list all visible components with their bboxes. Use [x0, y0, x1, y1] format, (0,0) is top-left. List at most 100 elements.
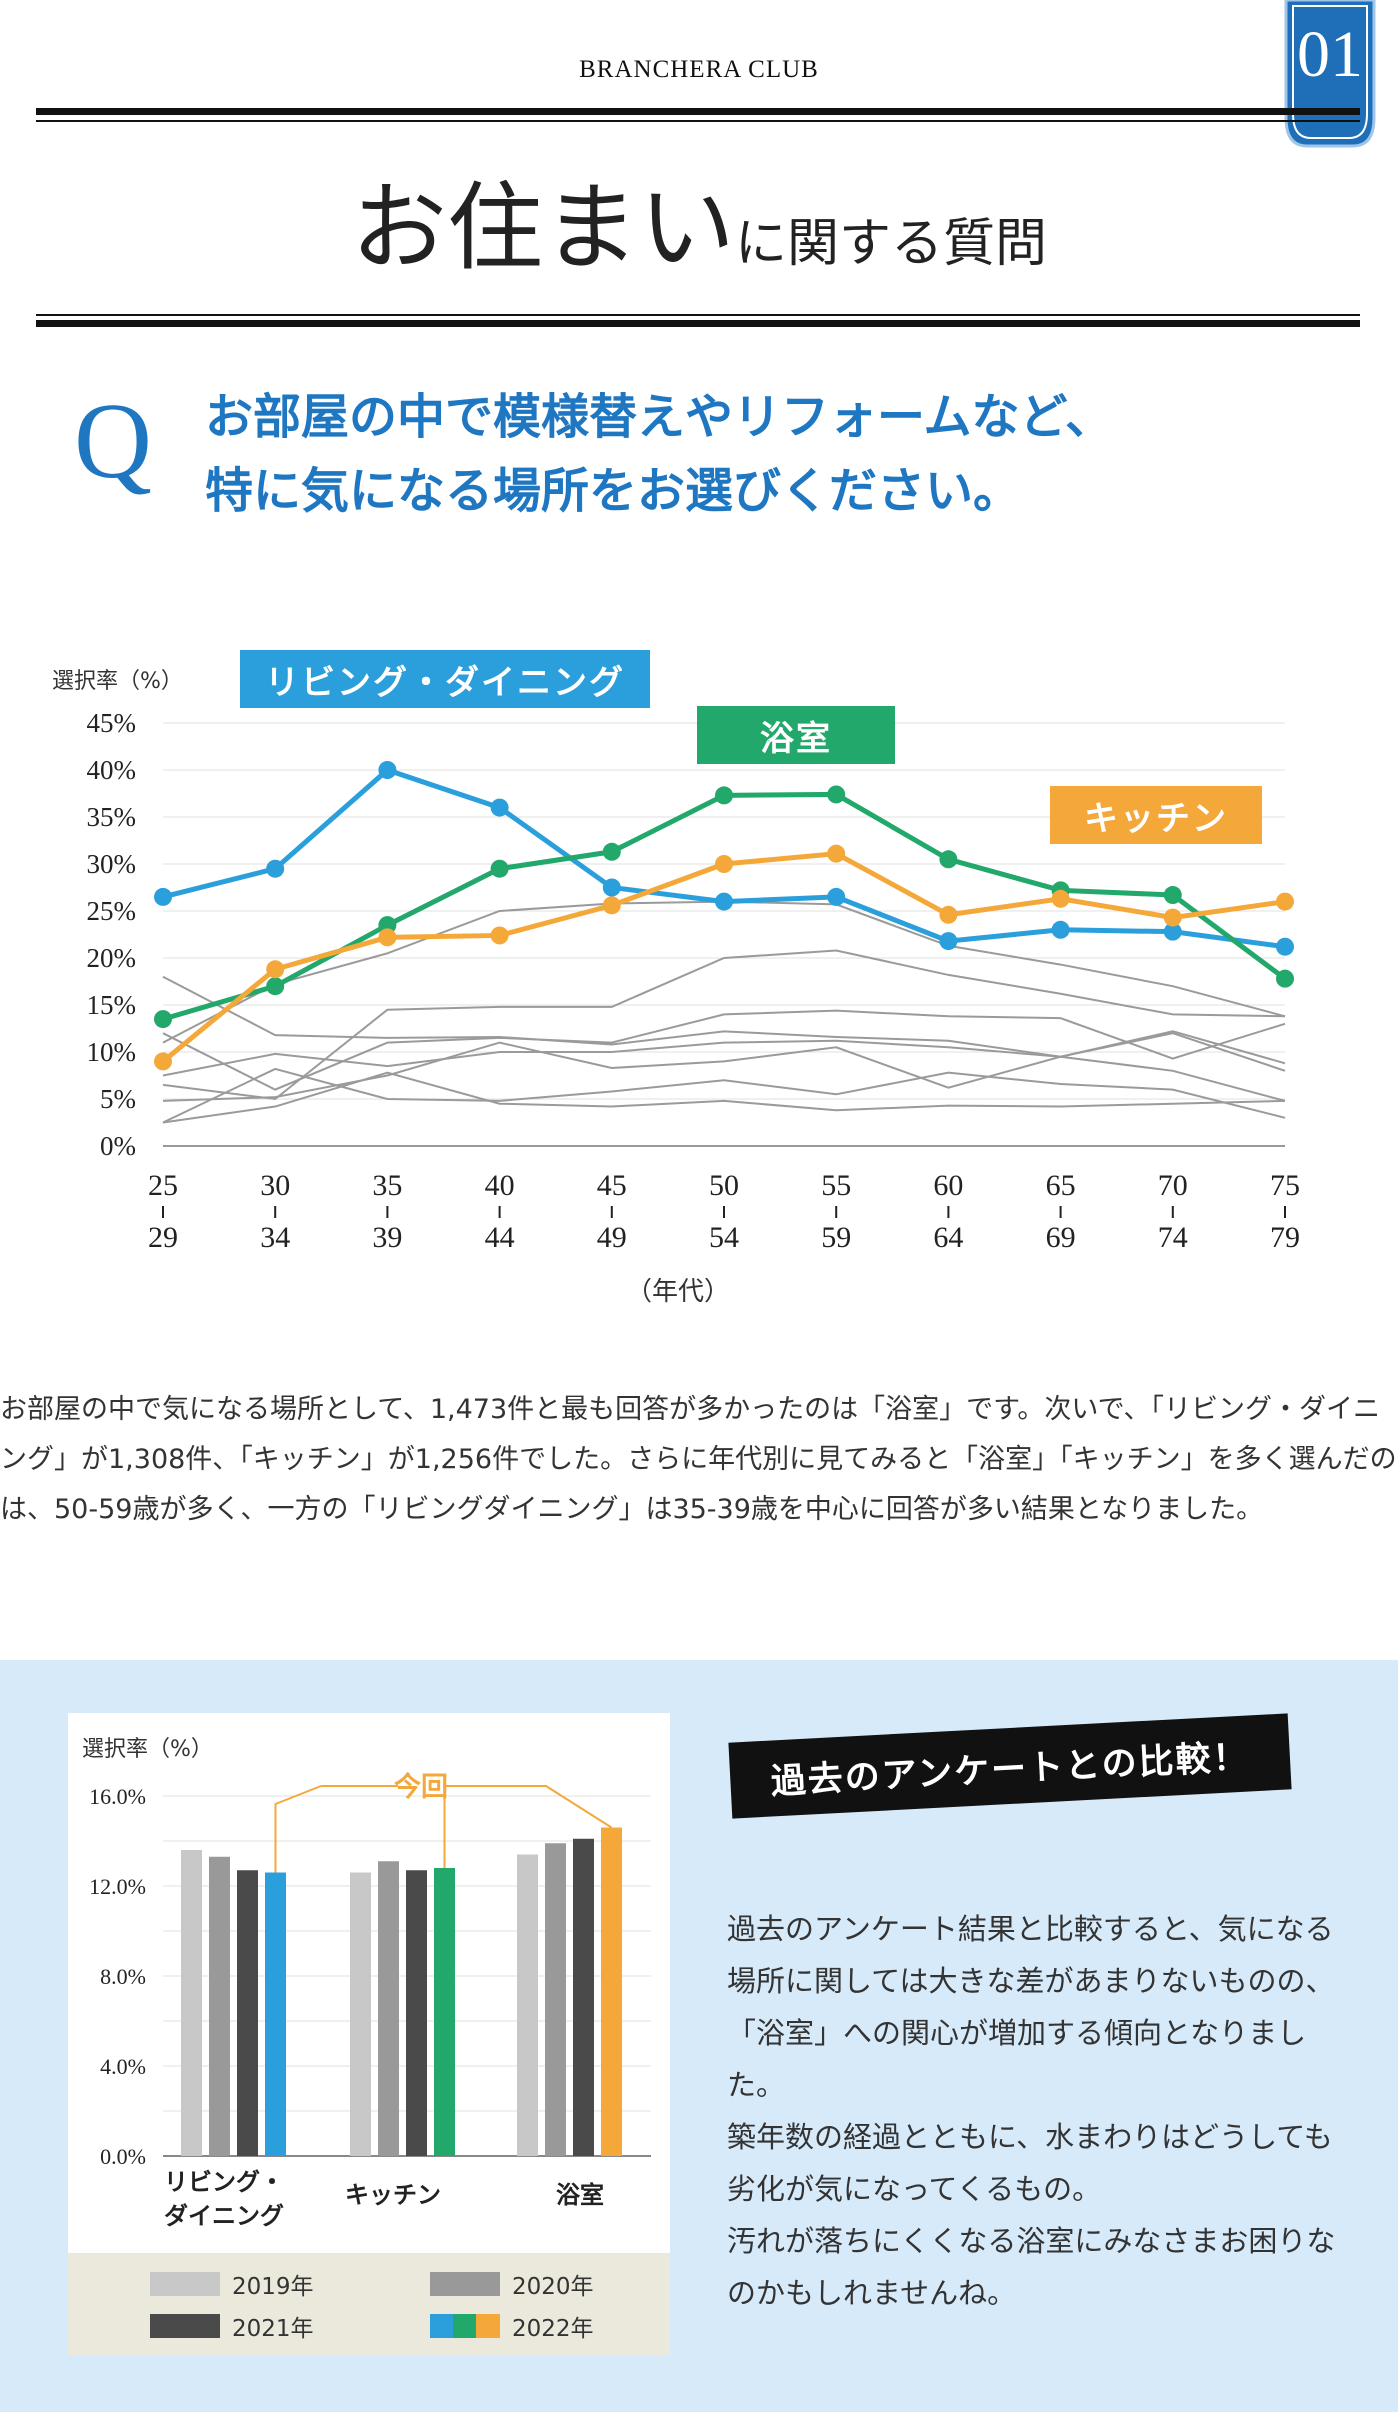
other-series-lines: [162, 900, 1286, 1124]
line-chart-ylabel: 選択率（%）: [52, 669, 183, 694]
comparison-paragraph-2: 築年数の経過とともに、水まわりはどうしても劣化が気になってくるもの。: [727, 2120, 1333, 2206]
issue-number: 01: [1297, 18, 1363, 91]
x-tick-label-bottom: 39: [372, 1221, 402, 1254]
other-series-line: [162, 1067, 1286, 1124]
other-series-line: [162, 1009, 1286, 1091]
bar-2020年: [378, 1861, 399, 2156]
bar-2022年: [265, 1872, 286, 2156]
other-series-line: [162, 1039, 1286, 1102]
x-category-label: 浴室: [556, 2181, 604, 2209]
series-point-orange: [1276, 892, 1294, 911]
legend-bathroom: 浴室: [697, 706, 895, 764]
x-tick-label-top: 45: [597, 1169, 627, 1202]
header-rule-thin: [36, 120, 1360, 122]
y-tick-label: 16.0%: [89, 1784, 146, 1809]
legend-label-2022: 2022年: [512, 2316, 594, 2342]
bar-chart-yticks: 0.0% 4.0% 8.0% 12.0% 16.0%: [89, 1784, 146, 2169]
series-point-blue: [602, 878, 621, 897]
x-category-label: キッチン: [345, 2181, 441, 2209]
bar-2020年: [545, 1843, 566, 2156]
bar-2019年: [350, 1872, 371, 2156]
x-category-label: リビング・: [164, 2168, 284, 2196]
x-tick-label-bottom: 59: [821, 1221, 851, 1254]
line-chart-xlabel: （年代）: [626, 1277, 730, 1307]
line-chart-xticks: 25 29 30 34 35 39 40 44 45 49 50 54 55 59 60 64 65 69 70 74…: [148, 1169, 1300, 1254]
series-point-orange: [939, 905, 958, 924]
series-point-orange: [1051, 889, 1070, 908]
series-point-orange: [154, 1052, 172, 1071]
x-tick-label-top: 35: [372, 1169, 402, 1202]
series-point-blue: [490, 798, 509, 817]
line-chart-yticks: 0% 5% 10% 15% 20% 25% 30% 35% 40% 45%: [87, 708, 137, 1161]
legend-living-dining: リビング・ダイニング: [240, 650, 650, 708]
y-tick-label: 35%: [87, 802, 137, 832]
bar-2021年: [573, 1838, 594, 2156]
x-tick-label-top: 75: [1270, 1169, 1300, 1202]
y-tick-label: 20%: [87, 943, 137, 973]
series-point-green: [602, 842, 621, 861]
x-tick-label-bottom: 74: [1158, 1221, 1188, 1254]
series-point-green: [266, 977, 285, 996]
series-point-green: [715, 786, 733, 805]
page-title: お住まいに関する質問: [0, 150, 1398, 289]
bar-chart-annotation: 今回: [274, 1771, 613, 1873]
legend-kitchen: キッチン: [1050, 786, 1262, 844]
series-point-blue: [154, 887, 172, 906]
x-tick-label-bottom: 69: [1046, 1221, 1076, 1254]
x-tick-label-bottom: 64: [933, 1221, 963, 1254]
bar-chart-legend: 2019年 2020年 2021年 2022年: [68, 2253, 670, 2355]
legend-swatch-2020: [430, 2272, 500, 2296]
x-tick-label-bottom: 29: [148, 1221, 178, 1254]
series-point-green: [154, 1010, 172, 1029]
x-tick-label-top: 60: [933, 1169, 963, 1202]
legend-label-2019: 2019年: [232, 2274, 314, 2300]
series-point-green: [1276, 969, 1294, 988]
other-series-line: [162, 900, 1286, 1044]
main-series: [154, 761, 1294, 1071]
x-tick-label-top: 55: [821, 1169, 851, 1202]
y-tick-label: 12.0%: [89, 1874, 146, 1899]
legend-2021: 2021年: [150, 2309, 314, 2343]
x-tick-label-bottom: 54: [709, 1221, 739, 1254]
series-point-blue: [1051, 920, 1070, 939]
bar-2022年: [434, 1868, 455, 2156]
bar-2021年: [237, 1870, 258, 2156]
series-point-orange: [1163, 908, 1182, 927]
line-chart: 選択率（%） 0% 5% 10% 15% 20% 25% 30% 35% 40% 45% 25 29…: [52, 669, 1300, 1307]
comparison-paragraph-1: 過去のアンケート結果と比較すると、気になる場所に関しては大きな差があまりないもの…: [727, 1912, 1335, 2102]
title-rule-thin: [36, 314, 1360, 316]
x-tick-label-bottom: 49: [597, 1221, 627, 1254]
x-tick-label-top: 30: [260, 1169, 290, 1202]
question-line-2: 特に気になる場所をお選びください。: [205, 463, 1022, 519]
legend-swatch-2022: [430, 2314, 500, 2338]
y-tick-label: 30%: [87, 849, 137, 879]
other-series-line: [162, 975, 1286, 1065]
comparison-text: 過去のアンケート結果と比較すると、気になる場所に関しては大きな差があまりないもの…: [727, 1903, 1347, 2319]
legend-swatch-2019: [150, 2272, 220, 2296]
x-tick-label-top: 70: [1158, 1169, 1188, 1202]
legend-label-2020: 2020年: [512, 2274, 594, 2300]
x-tick-label-bottom: 34: [260, 1221, 290, 1254]
x-tick-label-bottom: 44: [485, 1221, 515, 1254]
bar-chart-bars: [181, 1827, 622, 2156]
other-series-line: [162, 949, 1286, 1101]
y-tick-label: 40%: [87, 755, 137, 785]
title-sub: に関する質問: [734, 214, 1047, 274]
series-point-green: [490, 859, 509, 878]
series-point-orange: [602, 896, 621, 915]
bar-chart-ylabel: 選択率（%）: [82, 1737, 213, 1762]
series-point-blue: [378, 761, 397, 779]
annotation-leader: [274, 1785, 322, 1873]
series-point-blue: [715, 892, 733, 911]
y-tick-label: 4.0%: [100, 2054, 146, 2079]
bar-2019年: [517, 1854, 538, 2156]
other-series-line: [162, 1032, 1286, 1102]
y-tick-label: 25%: [87, 896, 137, 926]
y-tick-label: 0.0%: [100, 2144, 146, 2169]
series-point-orange: [490, 926, 509, 945]
comparison-paragraph-3: 汚れが落ちにくくなる浴室にみなさまお困りなのかもしれませんね。: [727, 2224, 1336, 2310]
series-point-blue: [1276, 937, 1294, 956]
title-main: お住まい: [350, 172, 735, 284]
y-tick-label: 45%: [87, 708, 137, 738]
y-tick-label: 8.0%: [100, 1964, 146, 1989]
